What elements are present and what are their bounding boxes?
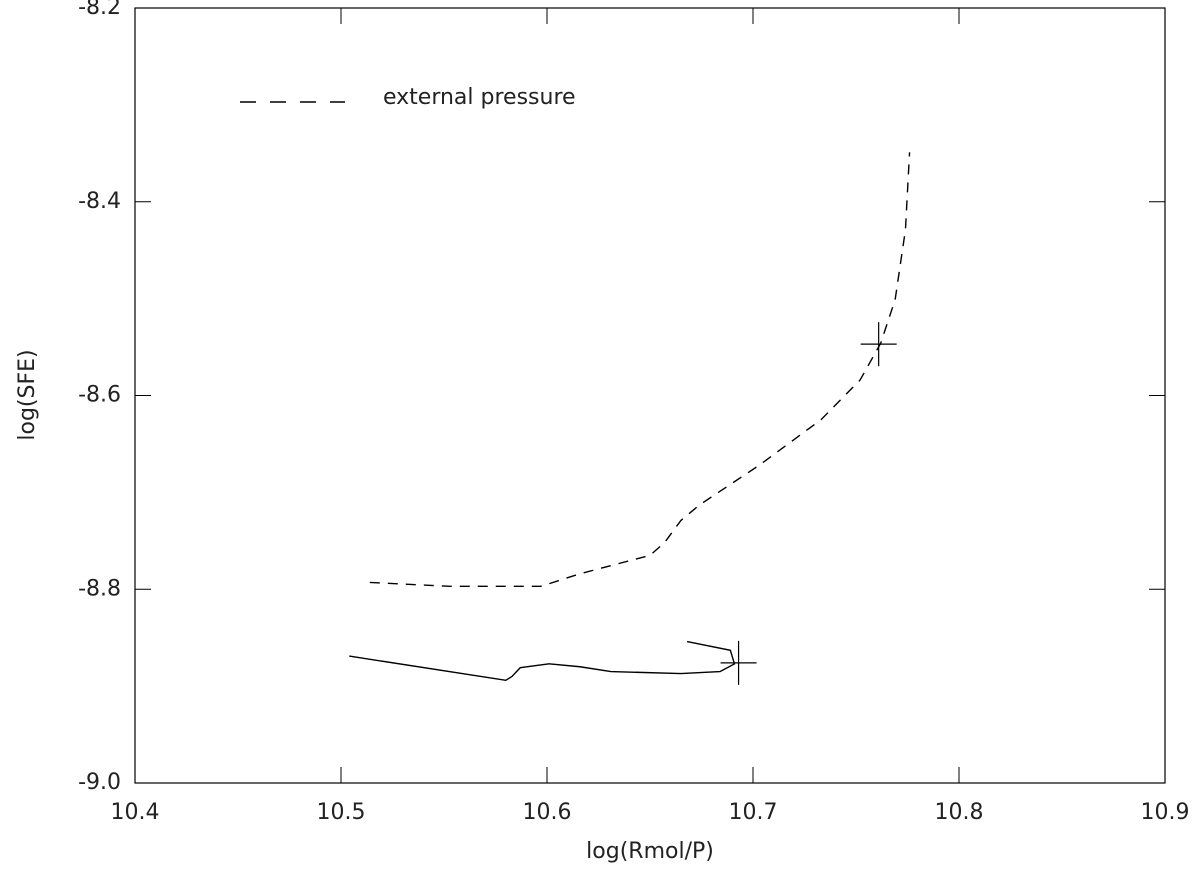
- x-axis-label: log(Rmol/P): [586, 839, 714, 864]
- x-tick-label: 10.6: [523, 800, 572, 825]
- y-tick-label: -8.2: [78, 0, 121, 20]
- y-tick-label: -8.4: [78, 189, 121, 214]
- x-tick-label: 10.4: [111, 800, 160, 825]
- y-tick-label: -8.8: [78, 576, 121, 601]
- x-tick-label: 10.9: [1141, 800, 1190, 825]
- data-line: [369, 152, 911, 588]
- y-tick-label: -9.0: [78, 770, 121, 795]
- y-tick-label: -8.6: [78, 383, 121, 408]
- x-tick-label: 10.5: [317, 800, 366, 825]
- data-line: [349, 640, 736, 682]
- y-axis-label: log(SFE): [15, 349, 40, 440]
- x-tick-label: 10.8: [935, 800, 984, 825]
- x-tick-label: 10.7: [729, 800, 778, 825]
- legend-label: external pressure: [383, 85, 576, 110]
- plot-frame: [134, 7, 1166, 784]
